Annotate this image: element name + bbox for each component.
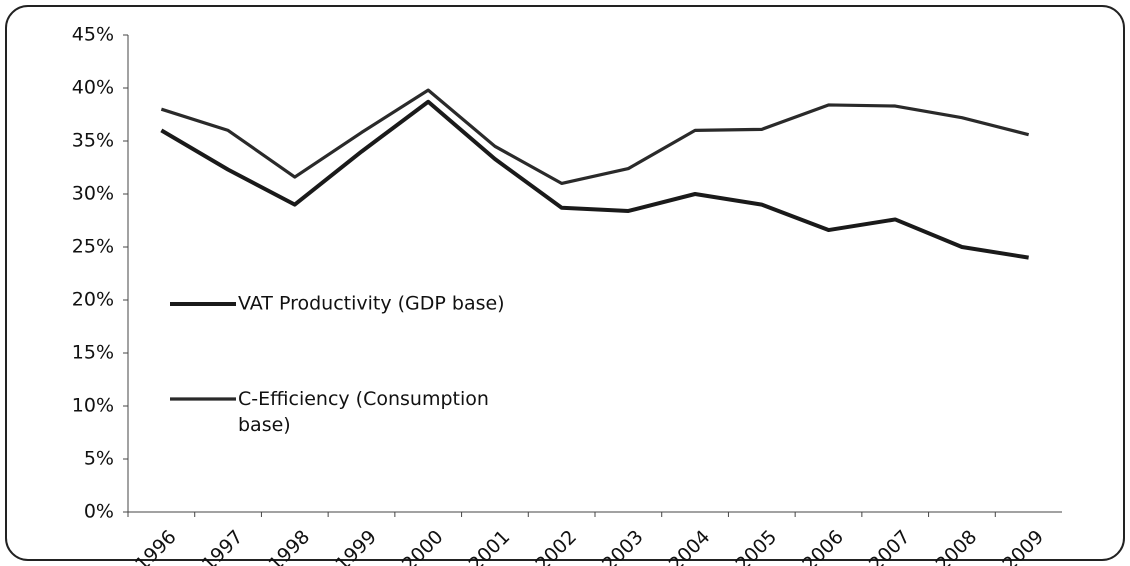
y-tick-label: 10% [72, 395, 114, 417]
y-tick-label: 5% [84, 448, 114, 470]
series-line [160, 88, 1030, 185]
y-tick-label: 45% [72, 24, 114, 46]
legend-label-line: C-Efficiency (Consumption [238, 388, 489, 410]
legend-label: C-Efficiency (Consumption base) [238, 388, 489, 436]
y-tick-label: 35% [72, 130, 114, 152]
legend-label-line: base) [238, 414, 291, 436]
series-line [160, 99, 1029, 260]
y-tick-label: 20% [72, 289, 114, 311]
y-tick-label: 15% [72, 342, 114, 364]
chart-frame [5, 5, 1125, 561]
y-tick-label: 0% [84, 501, 114, 523]
y-tick-label: 30% [72, 183, 114, 205]
y-tick-label: 40% [72, 77, 114, 99]
legend-label: VAT Productivity (GDP base) [238, 293, 505, 315]
y-tick-label: 25% [72, 236, 114, 258]
